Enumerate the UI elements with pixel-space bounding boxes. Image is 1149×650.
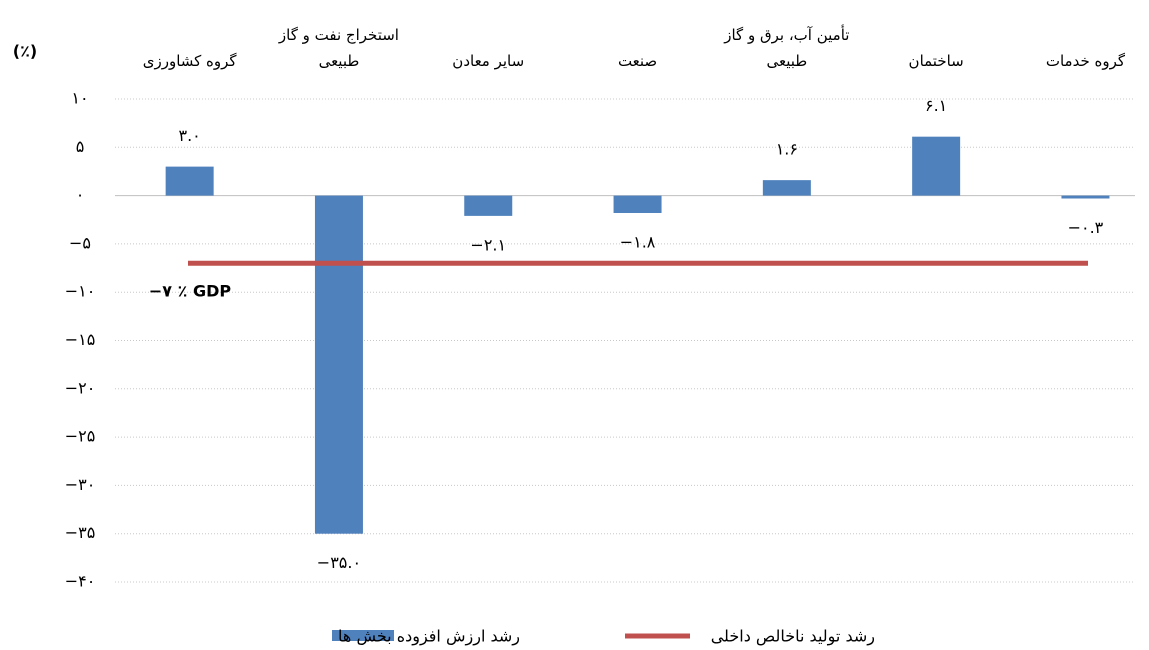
- x-tick-label: گروه کشاورزی: [142, 52, 237, 70]
- legend-label: رشد تولید ناخالص داخلی: [711, 627, 875, 647]
- y-tick-label: ۰: [76, 185, 85, 204]
- legend-swatch: [332, 630, 394, 641]
- y-tick-label: −۲۰: [65, 378, 96, 397]
- x-tick-label: گروه خدمات: [1045, 52, 1126, 70]
- value-label: ۳.۰: [179, 126, 201, 145]
- y-axis-label: (٪): [13, 42, 37, 61]
- bar: [912, 136, 961, 196]
- x-tick-label: ساختمان: [908, 52, 964, 70]
- y-tick-label: −۱۵: [65, 330, 96, 349]
- y-tick-label: −۲۵: [65, 427, 96, 446]
- value-label: ۱.۶: [776, 140, 798, 159]
- y-tick-label: −۳۵: [65, 523, 96, 542]
- y-tick-label: ۵: [76, 137, 85, 156]
- value-label: −۱.۸: [620, 232, 656, 251]
- reference-label: −۷ ٪ GDP: [149, 282, 231, 301]
- x-tick-label: سایر معادن: [452, 52, 525, 70]
- legend-label: رشد ارزش افزوده بخش ها: [338, 627, 520, 647]
- bar: [613, 195, 662, 213]
- y-tick-label: −۵: [69, 233, 91, 252]
- bar: [464, 195, 513, 216]
- value-label: −۳۵.۰: [317, 553, 361, 572]
- bar: [314, 195, 363, 534]
- x-tick-label: استخراج نفت و گاز طبیعی: [278, 26, 399, 70]
- y-tick-label: −۱۰: [65, 282, 96, 301]
- x-tick-label: تأمین آب، برق و گاز طبیعی: [724, 26, 850, 70]
- value-label: −۲.۱: [470, 235, 506, 254]
- bar: [762, 180, 811, 196]
- bar: [165, 166, 214, 196]
- y-tick-label: ۱۰: [71, 89, 88, 108]
- x-tick-label: صنعت: [617, 52, 658, 70]
- value-label: −۰.۳: [1068, 218, 1104, 237]
- value-label: ۶.۱: [925, 96, 947, 115]
- y-tick-label: −۳۰: [65, 475, 96, 494]
- y-tick-label: −۴۰: [65, 572, 96, 591]
- bar: [1061, 195, 1110, 199]
